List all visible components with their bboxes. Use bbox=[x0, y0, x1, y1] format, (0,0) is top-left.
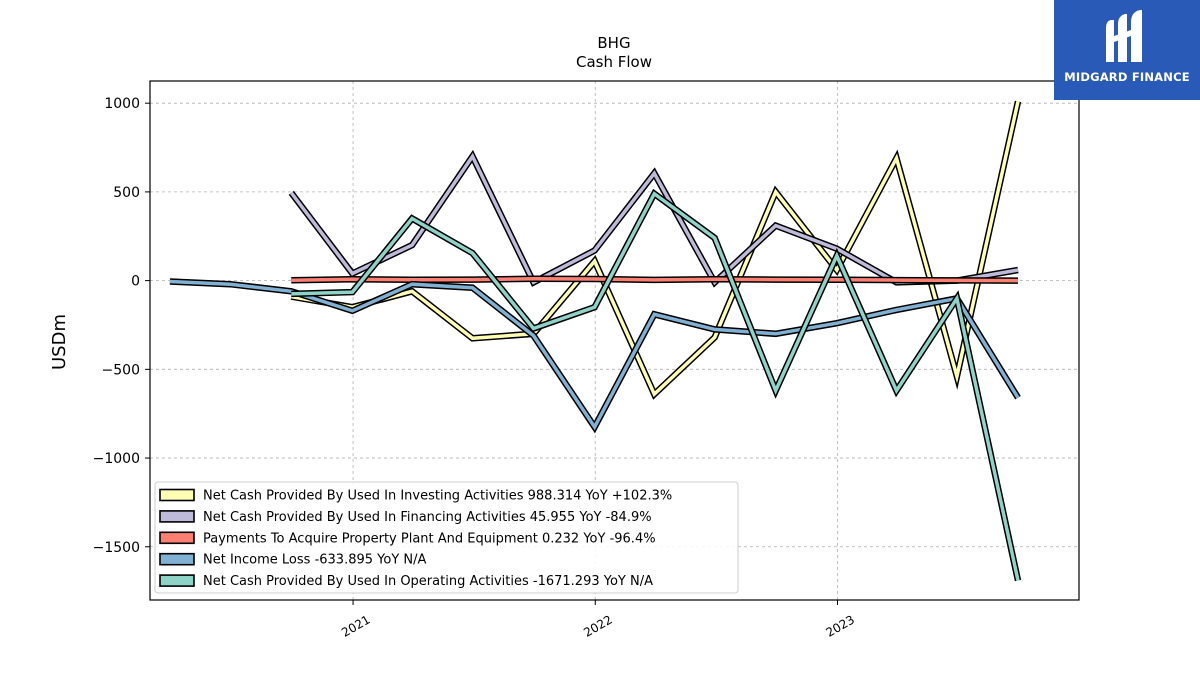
x-tick-label: 2022 bbox=[581, 612, 614, 639]
series-line bbox=[291, 277, 1019, 283]
y-tick-label: −1000 bbox=[93, 451, 140, 467]
legend-label: Payments To Acquire Property Plant And E… bbox=[203, 531, 656, 546]
y-axis-label: USDm bbox=[49, 314, 70, 370]
logo-text: MIDGARD FINANCE bbox=[1064, 70, 1190, 84]
y-tick-label: −500 bbox=[102, 362, 140, 378]
midgard-m-logo-icon bbox=[1106, 10, 1142, 62]
series-4 bbox=[169, 278, 1021, 434]
legend-frame bbox=[154, 481, 739, 594]
legend-swatch bbox=[159, 531, 195, 545]
y-axis: 1000 500 0 −500 −1000 −1500 bbox=[93, 96, 150, 556]
chart-title: BHG bbox=[597, 34, 630, 52]
legend-item: Net Cash Provided By Used In Operating A… bbox=[159, 574, 653, 589]
y-tick-label: 1000 bbox=[104, 96, 140, 112]
legend-label: Net Cash Provided By Used In Investing A… bbox=[203, 489, 672, 504]
legend-swatch bbox=[159, 552, 195, 566]
series-1 bbox=[290, 100, 1022, 400]
x-tick-label: 2021 bbox=[339, 612, 372, 639]
y-tick-label: 0 bbox=[131, 274, 140, 290]
series-line bbox=[291, 101, 1020, 398]
series-line bbox=[291, 191, 1020, 581]
legend: Net Cash Provided By Used In Investing A… bbox=[154, 481, 739, 594]
series-3 bbox=[291, 275, 1019, 284]
legend-label: Net Cash Provided By Used In Financing A… bbox=[203, 510, 652, 525]
legend-item: Payments To Acquire Property Plant And E… bbox=[159, 531, 656, 546]
x-tick-label: 2023 bbox=[824, 612, 857, 639]
legend-item: Net Cash Provided By Used In Investing A… bbox=[159, 488, 672, 504]
x-axis: 2021 2022 2023 bbox=[339, 600, 857, 640]
plot-frame bbox=[149, 80, 1080, 601]
legend-swatch bbox=[159, 574, 195, 587]
legend-label: Net Income Loss -633.895 YoY N/A bbox=[203, 553, 426, 568]
legend-item: Net Cash Provided By Used In Financing A… bbox=[159, 510, 652, 525]
legend-swatch bbox=[159, 510, 195, 523]
legend-item: Net Income Loss -633.895 YoY N/A bbox=[159, 552, 426, 568]
series-line bbox=[169, 279, 1020, 431]
y-tick-label: −1500 bbox=[93, 540, 140, 556]
chart-subtitle: Cash Flow bbox=[576, 53, 652, 71]
legend-label: Net Cash Provided By Used In Operating A… bbox=[203, 574, 653, 589]
series-5 bbox=[291, 188, 1022, 582]
series-layer bbox=[169, 100, 1022, 582]
midgard-finance-logo: MIDGARD FINANCE bbox=[1054, 0, 1200, 100]
legend-swatch bbox=[159, 488, 195, 502]
y-tick-label: 500 bbox=[113, 185, 140, 201]
